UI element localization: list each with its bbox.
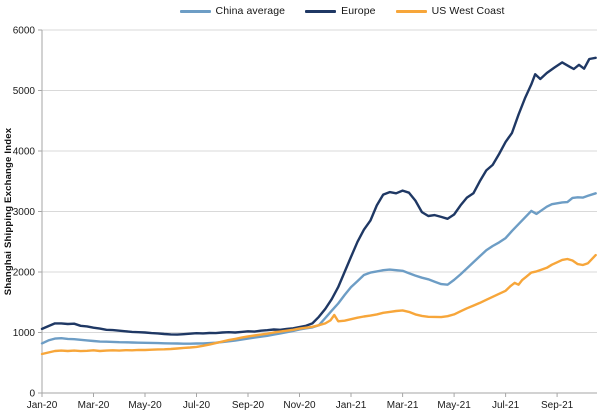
y-tick-label: 4000 bbox=[13, 147, 36, 158]
y-tick-label: 5000 bbox=[13, 86, 36, 97]
legend-item-europe: Europe bbox=[305, 5, 375, 17]
y-tick-label: 3000 bbox=[13, 207, 36, 218]
y-tick-label: 6000 bbox=[13, 26, 36, 37]
x-tick-label: Jul-20 bbox=[183, 400, 211, 411]
x-tick-label: Mar-21 bbox=[387, 400, 419, 411]
series-line-china-average bbox=[40, 192, 597, 345]
legend-label: US West Coast bbox=[431, 5, 505, 17]
x-tick-label: Sep-20 bbox=[232, 400, 265, 411]
y-tick-label: 2000 bbox=[13, 268, 36, 279]
chart-legend: China average Europe US West Coast bbox=[84, 3, 600, 19]
x-tick-label: Mar-20 bbox=[78, 400, 110, 411]
series-line-us-west-coast bbox=[40, 253, 597, 356]
x-tick-label: Jan-21 bbox=[336, 400, 367, 411]
legend-label: Europe bbox=[341, 5, 376, 17]
x-tick-label: Nov-20 bbox=[283, 400, 316, 411]
legend-label: China average bbox=[215, 5, 286, 17]
series-line-europe bbox=[40, 56, 597, 336]
legend-item-us-west-coast: US West Coast bbox=[395, 5, 505, 17]
x-tick-label: Jan-20 bbox=[27, 400, 58, 411]
x-tick-label: May-21 bbox=[437, 400, 471, 411]
x-tick-label: Sep-21 bbox=[541, 400, 574, 411]
x-tick-label: May-20 bbox=[128, 400, 162, 411]
legend-swatch bbox=[179, 9, 211, 13]
y-tick-label: 1000 bbox=[13, 328, 36, 339]
legend-swatch bbox=[395, 9, 427, 13]
x-tick-label: Jul-21 bbox=[492, 400, 520, 411]
y-tick-label: 0 bbox=[29, 389, 35, 400]
legend-swatch bbox=[305, 9, 337, 13]
legend-item-china-average: China average bbox=[179, 5, 286, 17]
